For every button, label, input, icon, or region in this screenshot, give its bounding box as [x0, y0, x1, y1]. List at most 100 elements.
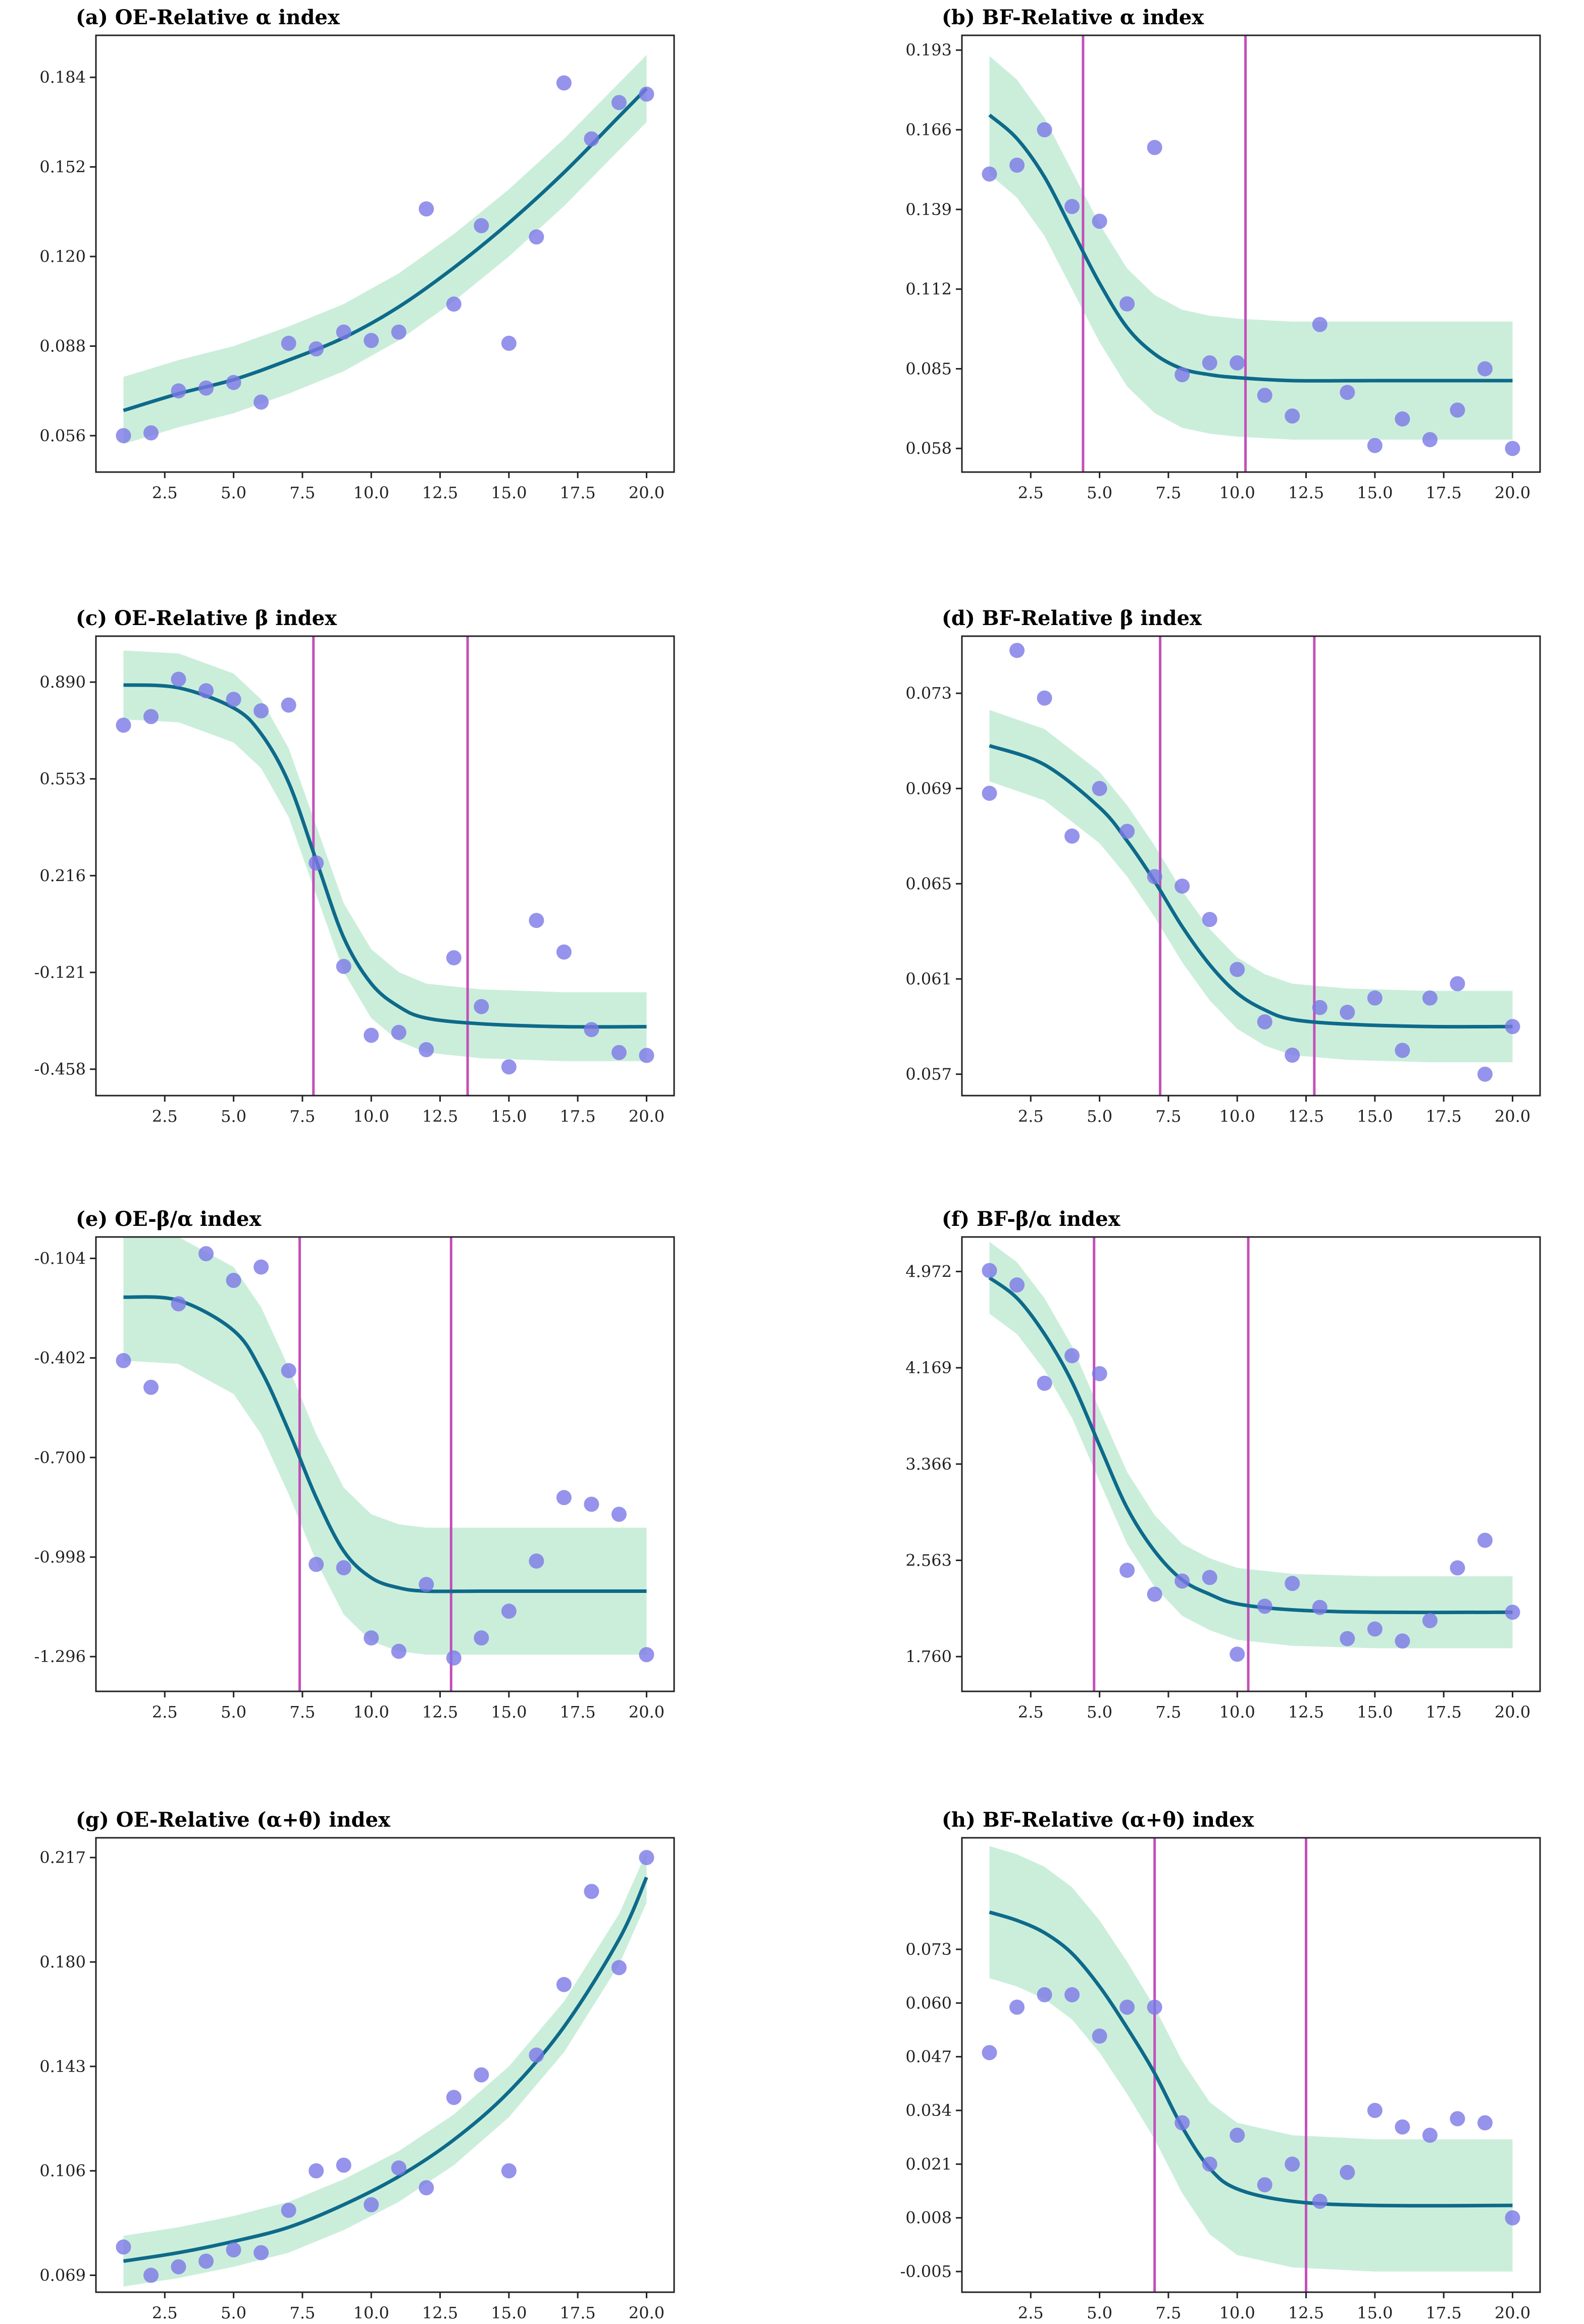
panel-d-xtick-label-0: 2.5: [1018, 1107, 1044, 1126]
panel-g-point-20: [639, 1850, 654, 1866]
panel-a-point-5: [226, 375, 241, 390]
panel-e-xtick-label-2: 7.5: [289, 1702, 315, 1722]
panel-h-point-4: [1064, 1987, 1080, 2002]
panel-c-point-17: [556, 944, 572, 960]
panel-b-point-14: [1340, 385, 1355, 400]
panel-h-xtick-label-5: 15.0: [1357, 2303, 1393, 2322]
panel-g-point-11: [391, 2160, 406, 2176]
panel-c-point-11: [391, 1024, 406, 1040]
panel-d-point-17: [1422, 990, 1438, 1006]
panel-g-ytick-label-2: 0.143: [39, 2057, 86, 2076]
panel-e-ytick-label-3: -0.998: [34, 1547, 86, 1567]
panel-b-point-3: [1037, 122, 1052, 138]
panel-b-point-10: [1230, 355, 1245, 371]
panel-b-xtick-label-7: 20.0: [1495, 483, 1530, 502]
panel-h-ytick-label-4: 0.021: [905, 2154, 952, 2174]
panel-a-xtick-label-3: 10.0: [353, 483, 389, 502]
panel-a-point-2: [143, 425, 159, 441]
panel-d-point-13: [1312, 1000, 1327, 1015]
panel-a-point-16: [529, 229, 544, 245]
panel-g-point-8: [309, 2163, 324, 2179]
panel-d-xtick-label-6: 17.5: [1426, 1107, 1462, 1126]
panel-b-xtick-label-4: 12.5: [1288, 483, 1324, 502]
panel-e-point-2: [143, 1379, 159, 1395]
panel-g-ytick-label-1: 0.180: [39, 1952, 86, 1972]
panel-c-xtick-label-1: 5.0: [221, 1107, 246, 1126]
panel-a-point-6: [253, 394, 269, 410]
panel-f-point-1: [982, 1263, 997, 1278]
panel-b-point-9: [1202, 355, 1217, 371]
panel-f-point-10: [1230, 1646, 1245, 1662]
panel-b-point-7: [1147, 140, 1162, 156]
panel-e-point-18: [584, 1496, 599, 1512]
panel-h-ytick-label-1: 0.060: [905, 1993, 952, 2012]
panel-d-ytick-label-0: 0.073: [905, 684, 952, 703]
panel-f-xtick-label-0: 2.5: [1018, 1702, 1044, 1722]
panel-d-confidence-band: [989, 710, 1513, 1062]
panel-e-point-17: [556, 1490, 572, 1506]
panel-e-point-9: [336, 1560, 351, 1576]
panel-a-point-11: [391, 324, 406, 340]
panel-h-ytick-label-2: 0.047: [905, 2047, 952, 2067]
panel-c-point-7: [281, 697, 296, 713]
panel-f-point-11: [1257, 1598, 1272, 1614]
panel-e-xtick-label-5: 15.0: [491, 1702, 527, 1722]
panel-d-xtick-label-2: 7.5: [1155, 1107, 1181, 1126]
panel-c-axes-frame: [95, 635, 675, 1097]
panel-h-point-13: [1312, 2194, 1327, 2209]
panel-h-point-20: [1505, 2210, 1520, 2226]
panel-b-xtick-label-3: 10.0: [1219, 483, 1255, 502]
panel-g-point-5: [226, 2242, 241, 2258]
panel-a-confidence-band: [123, 55, 647, 444]
panel-d-xtick-label-3: 10.0: [1219, 1107, 1255, 1126]
panel-h-ytick-label-6: -0.005: [900, 2262, 952, 2281]
panel-g-point-15: [501, 2163, 517, 2179]
panel-e-ytick-label-1: -0.402: [34, 1349, 86, 1368]
panel-f-xtick-label-7: 20.0: [1495, 1702, 1530, 1722]
panel-b-point-18: [1450, 402, 1465, 418]
panel-e-point-10: [364, 1630, 379, 1646]
panel-b-point-16: [1395, 411, 1410, 427]
panel-b-point-8: [1174, 367, 1190, 383]
panel-c-point-6: [253, 703, 269, 718]
panel-a-point-17: [556, 75, 572, 91]
panel-c-point-10: [364, 1027, 379, 1043]
panel-b-point-19: [1477, 361, 1493, 377]
panel-f-plot-area: [988, 1237, 1513, 1691]
panel-b-point-11: [1257, 388, 1272, 403]
panel-a-xtick-label-0: 2.5: [152, 483, 178, 502]
panel-c-xtick-label-5: 15.0: [491, 1107, 527, 1126]
panel-d-point-12: [1285, 1047, 1300, 1063]
panel-h-point-16: [1395, 2119, 1410, 2135]
panel-a: (a) OE-Relative α index 2.5 5.0 7.5 10.0 12.5…: [39, 6, 675, 502]
panel-g-xtick-label-4: 12.5: [422, 2303, 458, 2322]
panel-e-point-19: [611, 1507, 627, 1522]
panel-f-ytick-label-4: 1.760: [905, 1647, 952, 1666]
panel-e-ytick-label-0: -0.104: [34, 1249, 86, 1268]
panel-f-point-19: [1477, 1532, 1493, 1548]
panel-f-xtick-label-4: 12.5: [1288, 1702, 1324, 1722]
panel-f-xtick-label-2: 7.5: [1155, 1702, 1181, 1722]
panel-c-xtick-label-6: 17.5: [560, 1107, 596, 1126]
panel-g-xtick-label-2: 7.5: [289, 2303, 315, 2322]
panel-e-point-15: [501, 1604, 517, 1619]
panel-d-point-4: [1064, 829, 1080, 844]
panel-c-point-2: [143, 709, 159, 725]
panel-g-point-10: [364, 2197, 379, 2212]
panel-d-point-19: [1477, 1066, 1493, 1082]
panel-d-point-10: [1230, 962, 1245, 977]
panel-b-ytick-label-1: 0.085: [905, 359, 952, 378]
panel-f-point-7: [1147, 1586, 1162, 1602]
panel-d-xtick-label-4: 12.5: [1288, 1107, 1324, 1126]
panel-e-confidence-band: [123, 1237, 647, 1655]
panel-g-xtick-label-0: 2.5: [152, 2303, 178, 2322]
panel-f-xtick-label-3: 10.0: [1219, 1702, 1255, 1722]
panel-f-xtick-label-1: 5.0: [1087, 1702, 1112, 1722]
panel-g-fit-line: [123, 1876, 648, 2263]
panel-h-point-7: [1147, 1999, 1162, 2015]
panel-g-xtick-label-7: 20.0: [629, 2303, 665, 2322]
panel-a-ytick-label-1: 0.088: [39, 336, 86, 355]
panel-f-point-16: [1395, 1633, 1410, 1649]
panel-a-axes-frame: [95, 34, 675, 473]
